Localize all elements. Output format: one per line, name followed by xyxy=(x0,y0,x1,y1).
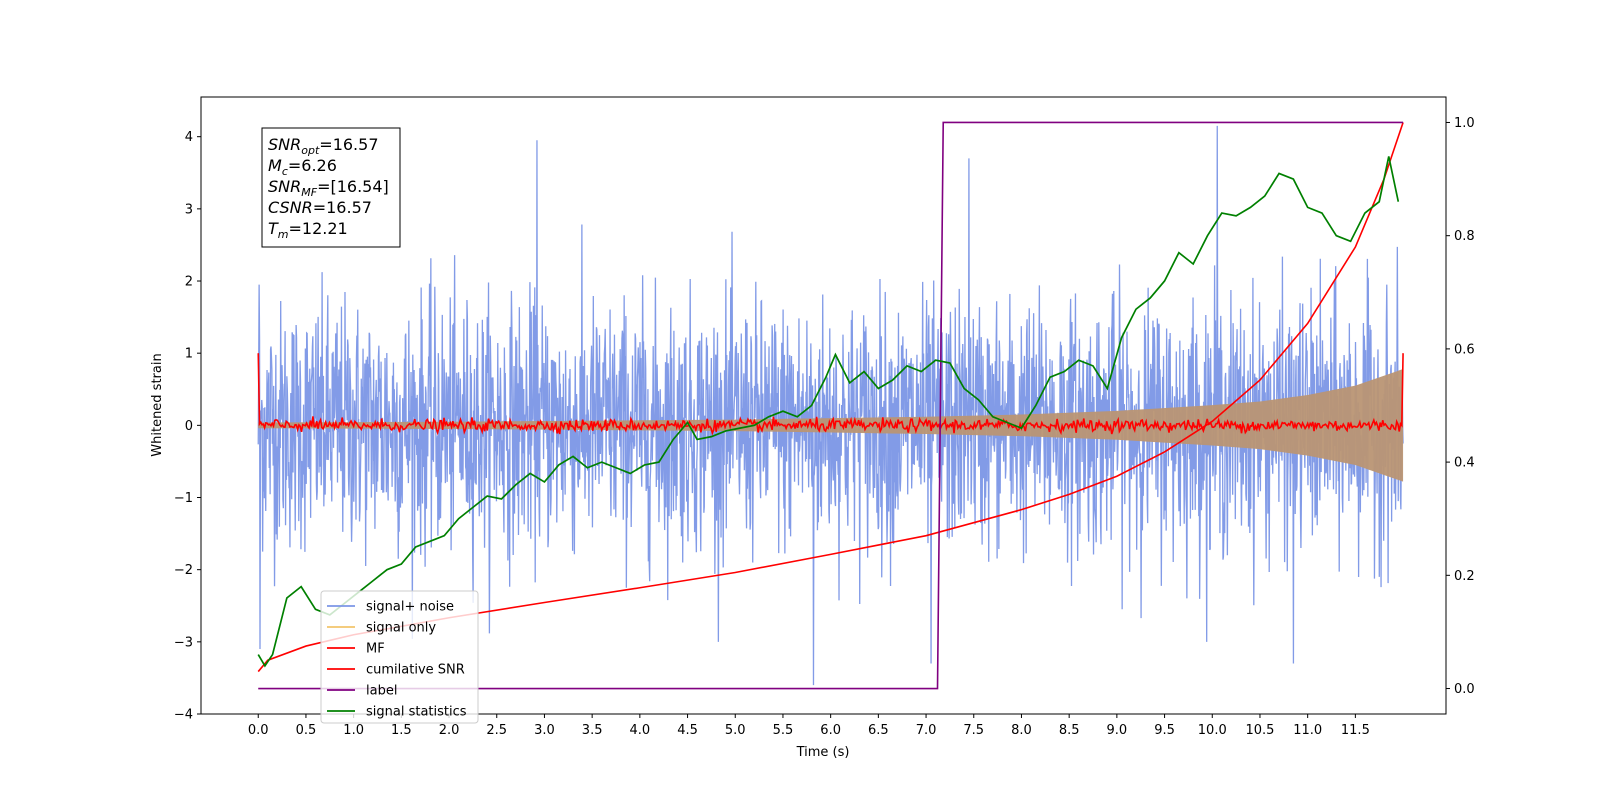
legend-label: label xyxy=(366,684,397,699)
legend-box xyxy=(320,590,479,724)
left-y-tick-label: 3 xyxy=(185,202,193,217)
left-y-axis-ticks: 4 3 2 1 0 −1 −2 −3 −4 xyxy=(174,130,201,723)
x-tick-label: 2.0 xyxy=(439,723,460,738)
x-tick-label: 0.0 xyxy=(248,723,269,738)
right-y-tick-label: 0.0 xyxy=(1454,682,1475,697)
annotation-line: Tm=12.21 xyxy=(268,219,348,241)
legend-label: signal statistics xyxy=(366,705,467,720)
x-tick-label: 3.0 xyxy=(534,723,555,738)
x-axis-ticks: 0.0 0.5 1.0 1.5 2.0 2.5 3.0 3.5 4.0 4.5 5.0 5.5 6.0 6… xyxy=(248,714,1370,738)
legend-label: MF xyxy=(366,642,385,657)
y-axis-label: Whitened strain xyxy=(150,353,165,456)
legend-label: signal only xyxy=(366,621,436,636)
plot-frame xyxy=(200,96,1447,715)
x-tick-label: 6.0 xyxy=(820,723,841,738)
x-tick-label: 3.5 xyxy=(582,723,603,738)
left-y-tick-label: −2 xyxy=(174,563,193,578)
legend-label: cumilative SNR xyxy=(366,663,465,678)
annotation-line: Mc=6.26 xyxy=(268,156,337,178)
annotation-line: CSNR=16.57 xyxy=(268,198,372,217)
series-signal-statistics xyxy=(257,156,1400,668)
left-y-tick-label: −4 xyxy=(174,708,193,723)
x-tick-label: 2.5 xyxy=(486,723,507,738)
x-tick-label: 4.0 xyxy=(630,723,651,738)
left-y-tick-label: 2 xyxy=(185,275,193,290)
x-axis-label: Time (s) xyxy=(796,745,850,760)
x-tick-label: 9.5 xyxy=(1154,723,1175,738)
x-tick-label: 6.5 xyxy=(868,723,889,738)
annotation-line: SNRMF=[16.54] xyxy=(268,177,389,199)
x-tick-label: 9.0 xyxy=(1107,723,1128,738)
x-tick-label: 7.0 xyxy=(916,723,937,738)
legend: signal+ noise signal only MF cumilative SNR… xyxy=(320,590,479,724)
annotation-box xyxy=(261,127,401,248)
x-tick-label: 8.5 xyxy=(1059,723,1080,738)
x-tick-label: 1.0 xyxy=(343,723,364,738)
right-y-tick-label: 0.8 xyxy=(1454,229,1475,244)
right-y-tick-label: 0.2 xyxy=(1454,569,1475,584)
x-tick-label: 1.5 xyxy=(391,723,412,738)
x-tick-label: 0.5 xyxy=(296,723,317,738)
right-y-axis-ticks: 1.0 0.8 0.6 0.4 0.2 0.0 xyxy=(1446,116,1475,697)
legend-label: signal+ noise xyxy=(366,600,454,615)
x-tick-label: 4.5 xyxy=(677,723,698,738)
left-y-tick-label: −1 xyxy=(174,491,193,506)
x-tick-label: 11.5 xyxy=(1341,723,1370,738)
x-tick-label: 8.0 xyxy=(1011,723,1032,738)
x-tick-label: 7.5 xyxy=(963,723,984,738)
left-y-tick-label: 0 xyxy=(185,419,193,434)
left-y-tick-label: 1 xyxy=(185,347,193,362)
left-y-tick-label: −3 xyxy=(174,635,193,650)
series-mf xyxy=(257,353,1404,436)
x-tick-label: 5.0 xyxy=(725,723,746,738)
right-y-tick-label: 0.6 xyxy=(1454,342,1475,357)
right-y-tick-label: 0.4 xyxy=(1454,456,1475,471)
x-tick-label: 10.0 xyxy=(1198,723,1227,738)
series-label xyxy=(258,121,1404,690)
x-tick-label: 5.5 xyxy=(773,723,794,738)
right-y-tick-label: 1.0 xyxy=(1454,116,1475,131)
left-y-tick-label: 4 xyxy=(185,130,193,145)
annotation-line: SNRopt=16.57 xyxy=(268,135,379,157)
stats-annotation: SNRopt=16.57Mc=6.26SNRMF=[16.54]CSNR=16.… xyxy=(261,127,401,248)
x-tick-label: 10.5 xyxy=(1245,723,1274,738)
x-tick-label: 11.0 xyxy=(1293,723,1322,738)
